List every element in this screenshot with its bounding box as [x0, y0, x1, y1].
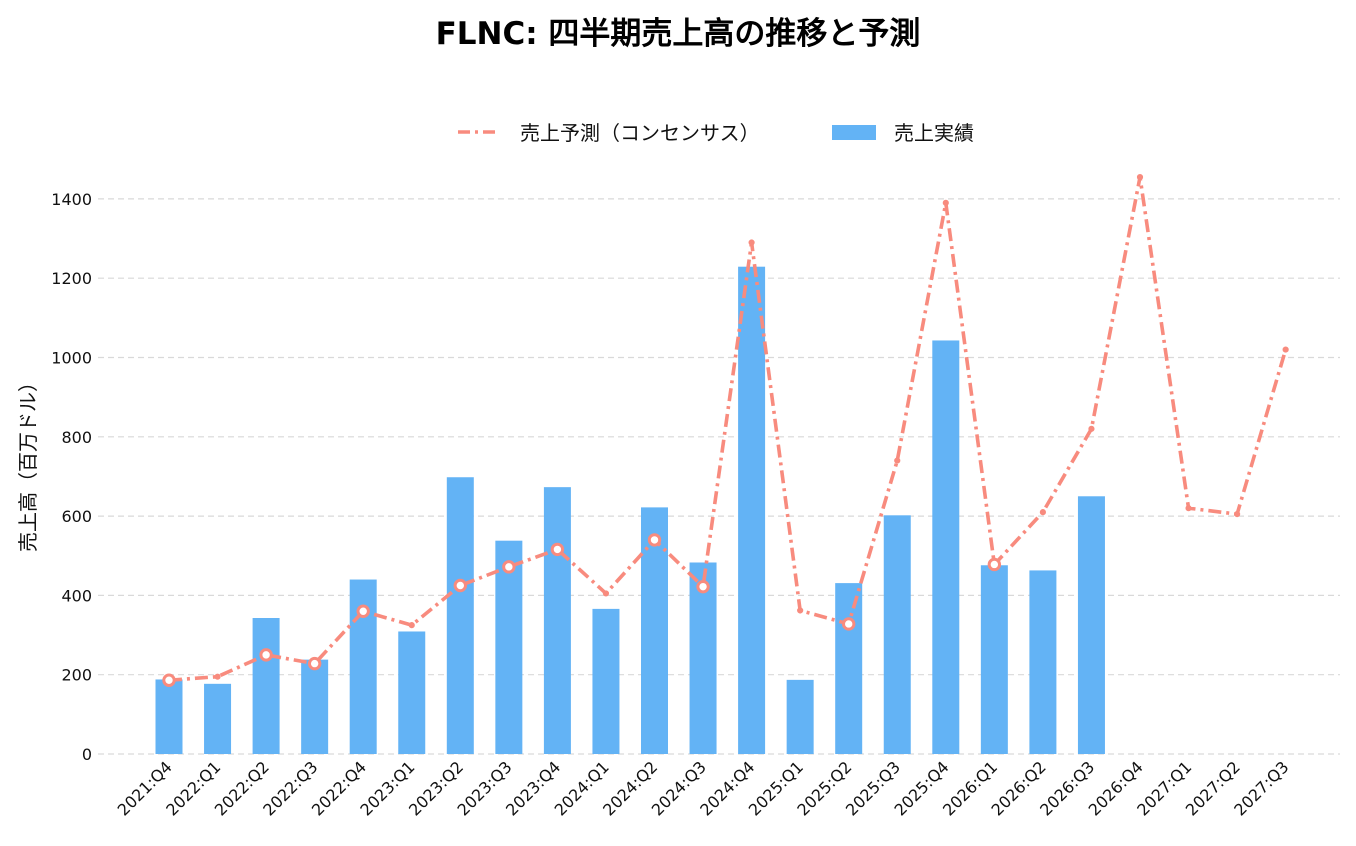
bar-actual	[495, 540, 523, 754]
forecast-point	[162, 673, 176, 687]
bar-actual	[252, 618, 280, 754]
forecast-point	[1136, 173, 1144, 181]
forecast-point	[214, 673, 221, 680]
forecast-point	[1039, 509, 1047, 516]
bar-actual	[155, 679, 183, 754]
forecast-point	[942, 199, 949, 206]
line-series	[162, 173, 1289, 687]
forecast-point	[307, 656, 322, 671]
forecast-point	[696, 579, 710, 594]
y-tick-label: 1400	[51, 190, 92, 209]
bar-actual	[1029, 570, 1057, 754]
bar-actual	[301, 659, 329, 754]
bar-actual	[932, 340, 960, 754]
forecast-point	[550, 542, 565, 557]
legend: 売上予測（コンセンサス） 売上実績	[458, 121, 974, 145]
legend-item-forecast: 売上予測（コンセンサス）	[458, 121, 760, 145]
bar-actual	[883, 515, 911, 754]
chart-title: FLNC: 四半期売上高の推移と予測	[435, 16, 921, 52]
bar-actual	[204, 683, 232, 754]
forecast-point	[408, 622, 415, 629]
bar-series	[155, 266, 1105, 754]
forecast-point	[1088, 425, 1095, 432]
y-tick-label: 1000	[51, 349, 92, 368]
bar-actual	[446, 477, 474, 754]
bar-actual	[786, 679, 814, 754]
x-axis-ticks: 2021:Q42022:Q12022:Q22022:Q32022:Q42023:…	[114, 757, 1293, 819]
bar-actual	[980, 565, 1008, 754]
forecast-point	[894, 457, 901, 464]
forecast-point	[259, 648, 273, 662]
legend-label-actual: 売上実績	[894, 121, 974, 145]
forecast-point	[748, 239, 755, 246]
y-tick-label: 400	[61, 586, 92, 605]
forecast-point	[647, 533, 662, 547]
legend-swatch-actual	[832, 125, 876, 140]
bar-actual	[835, 583, 863, 754]
forecast-point	[453, 578, 467, 593]
forecast-point	[1282, 346, 1289, 353]
grid	[98, 198, 1340, 755]
bar-actual	[689, 562, 717, 754]
forecast-point	[1185, 505, 1192, 512]
forecast-point	[602, 590, 610, 597]
forecast-point	[842, 617, 856, 631]
forecast-point	[502, 560, 516, 574]
forecast-point	[1234, 511, 1241, 518]
forecast-point	[356, 604, 370, 618]
legend-item-actual: 売上実績	[832, 121, 974, 145]
forecast-point	[797, 607, 804, 614]
bar-actual	[398, 631, 426, 754]
y-axis-label: 売上高（百万ドル）	[16, 372, 40, 552]
bar-actual	[543, 487, 571, 754]
bar-actual	[592, 608, 620, 754]
forecast-line	[168, 175, 1288, 683]
bar-actual	[1077, 496, 1105, 754]
y-tick-label: 600	[61, 507, 92, 526]
bar-actual	[738, 266, 766, 754]
legend-label-forecast: 売上予測（コンセンサス）	[520, 121, 760, 145]
y-tick-label: 1200	[51, 269, 92, 288]
y-tick-label: 200	[61, 666, 92, 685]
forecast-point	[987, 557, 1002, 572]
y-tick-label: 800	[61, 428, 92, 447]
y-tick-label: 0	[82, 745, 92, 764]
y-axis-ticks: 0 200 400 600 800 1000 1200 1400	[51, 190, 92, 764]
